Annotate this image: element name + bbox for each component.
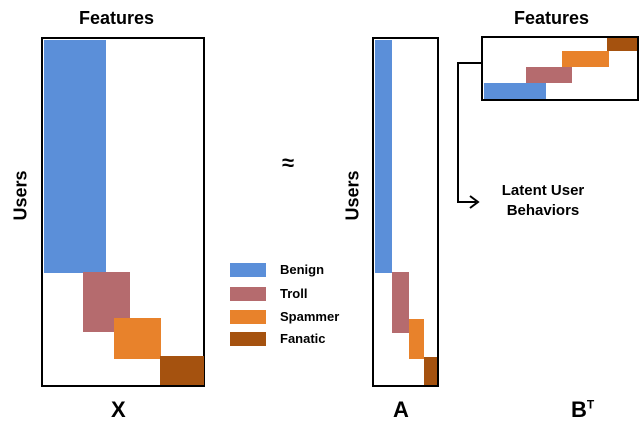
legend-label: Benign [280,262,324,277]
legend-swatch [230,263,266,277]
a-users-label: Users [343,166,364,226]
legend-label: Spammer [280,309,339,324]
a-benign-block [375,40,392,273]
matrix-x-label: X [111,397,126,423]
x-benign-block [44,40,106,273]
matrix-bt [481,36,639,101]
legend-label: Fanatic [280,331,326,346]
matrix-bt-base: B [571,397,587,422]
bt-spammer-block [562,51,609,67]
legend-label: Troll [280,286,307,301]
matrix-a [372,37,439,387]
x-features-label: Features [79,8,154,29]
a-spammer-block [409,319,424,359]
bt-fanatic-block [607,38,637,51]
latent-label-line2: Behaviors [488,201,598,221]
matrix-bt-label: BT [571,397,594,423]
a-fanatic-block [424,357,437,385]
bt-benign-block [484,83,546,99]
bt-features-label: Features [514,8,589,29]
latent-label-line1: Latent User [488,181,598,201]
x-spammer-block [114,318,161,359]
legend-swatch [230,310,266,324]
legend-swatch [230,332,266,346]
matrix-a-label: A [393,397,409,423]
a-troll-block [392,272,409,333]
x-users-label: Users [11,166,32,226]
latent-label: Latent User Behaviors [488,181,598,221]
approx-symbol: ≈ [282,150,294,176]
matrix-x [41,37,205,387]
legend: Benign Troll Spammer Fanatic [230,263,350,353]
bt-troll-block [526,67,572,83]
legend-swatch [230,287,266,301]
x-fanatic-block [160,356,204,385]
matrix-bt-superscript: T [587,398,594,412]
